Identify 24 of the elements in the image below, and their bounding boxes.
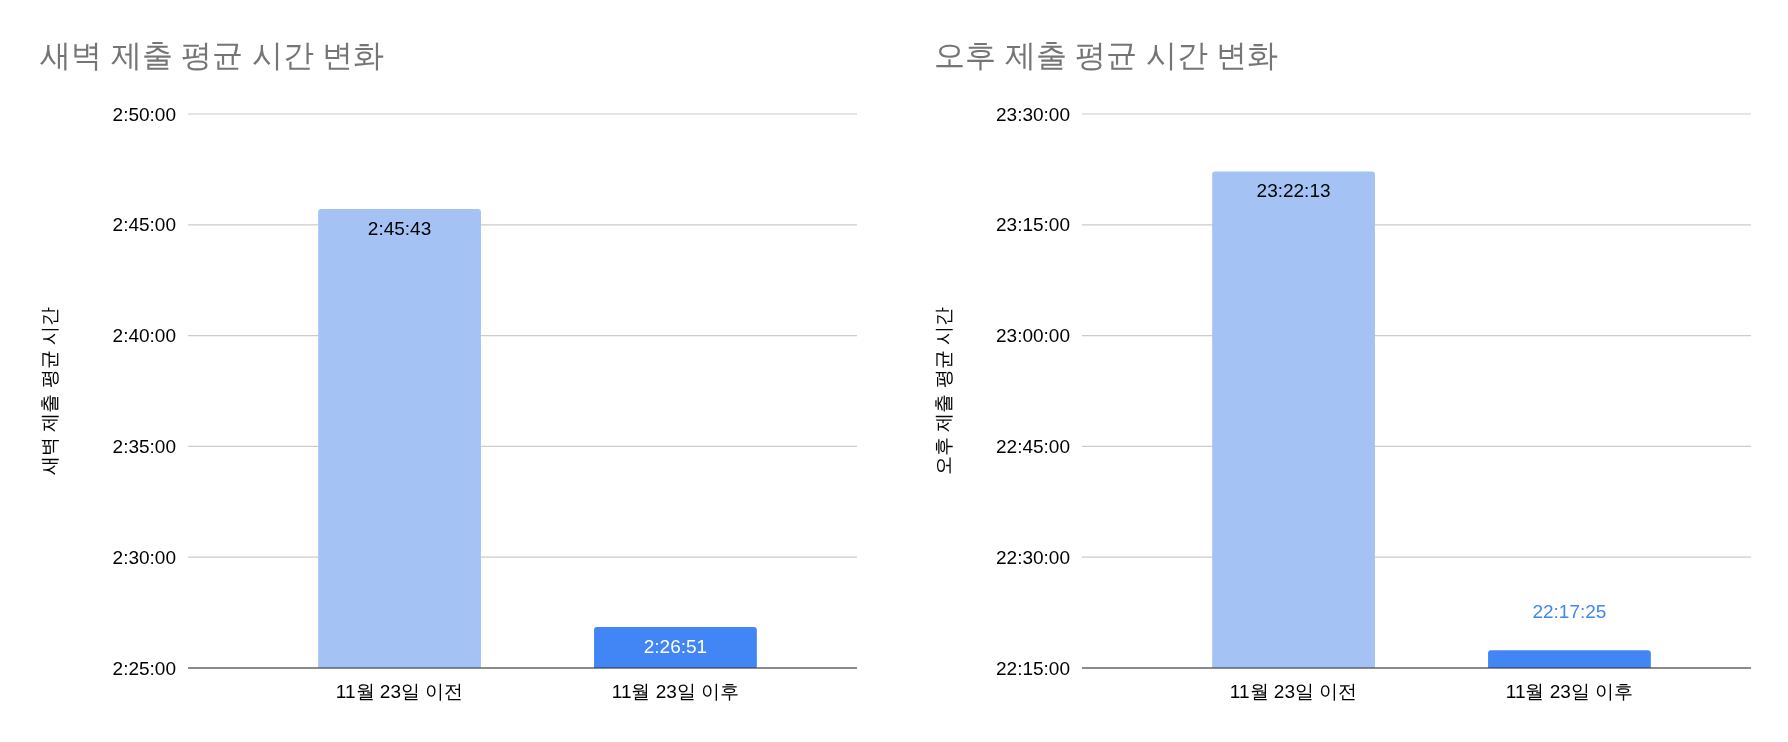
y-tick-label: 2:50:00 xyxy=(112,103,176,125)
y-tick-label: 23:30:00 xyxy=(996,103,1070,125)
y-tick-label: 2:40:00 xyxy=(112,325,176,347)
data-label: 23:22:13 xyxy=(1256,180,1331,202)
x-tick-label: 11월 23일 이전 xyxy=(1229,681,1358,702)
data-label: 2:26:51 xyxy=(643,636,708,657)
data-label: 22:17:25 xyxy=(1532,601,1607,623)
y-axis-title: 새벽 제출 평균 시간 xyxy=(39,307,60,475)
y-tick-label: 22:15:00 xyxy=(996,657,1070,679)
data-label: 2:45:43 xyxy=(367,217,432,239)
y-tick-label: 23:15:00 xyxy=(996,214,1070,236)
y-tick-label: 2:35:00 xyxy=(112,436,176,458)
chart-title: 새벽 제출 평균 시간 변화 xyxy=(40,38,385,73)
x-tick-label: 11월 23일 이후 xyxy=(611,681,740,702)
chart-title: 오후 제출 평균 시간 변화 xyxy=(934,38,1279,73)
x-tick-label: 11월 23일 이전 xyxy=(335,681,464,702)
y-tick-label: 2:45:00 xyxy=(112,214,176,236)
y-axis-title: 오후 제출 평균 시간 xyxy=(933,307,954,475)
y-tick-label: 2:25:00 xyxy=(112,657,176,679)
y-tick-label: 22:30:00 xyxy=(996,546,1070,568)
y-tick-label: 2:30:00 xyxy=(112,546,176,568)
y-tick-label: 22:45:00 xyxy=(996,436,1070,458)
y-tick-label: 23:00:00 xyxy=(996,325,1070,347)
x-tick-label: 11월 23일 이후 xyxy=(1505,681,1634,702)
